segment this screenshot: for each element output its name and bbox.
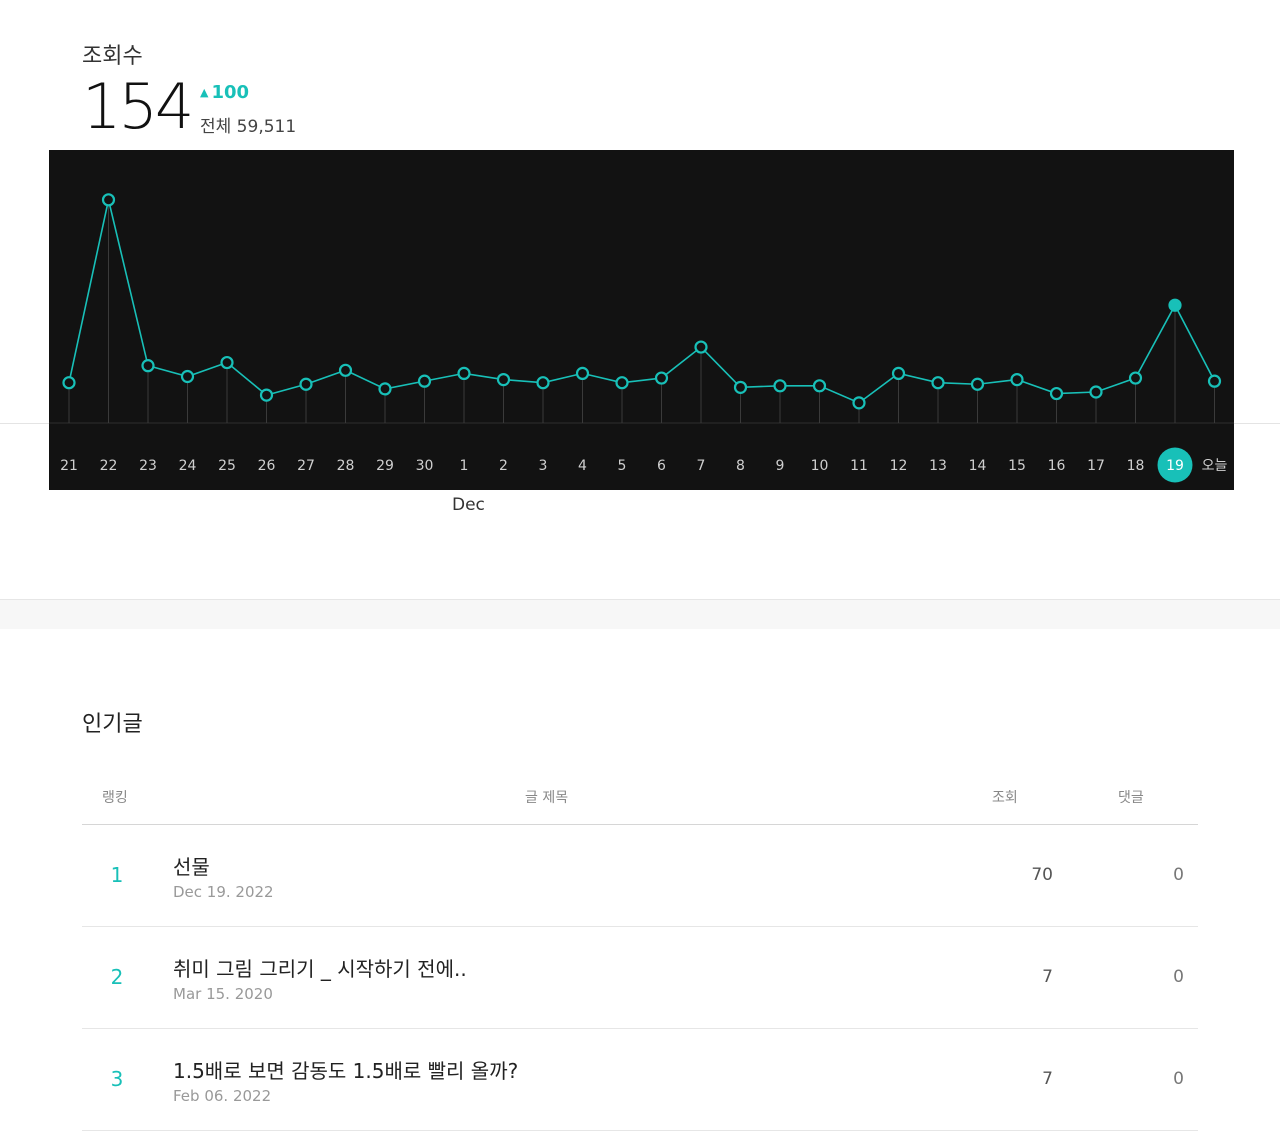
row-rank: 2: [110, 965, 124, 989]
row-rank: 3: [110, 1067, 124, 1091]
chart-tick-label: 3: [539, 458, 548, 474]
views-change: ▲ 100: [200, 82, 249, 103]
chart-tick-label: 21: [60, 458, 78, 474]
chart-tick-label: 12: [890, 458, 908, 474]
popular-posts-table: 랭킹 글 제목 조회 댓글 1 선물 Dec 19. 2022 70 0 2 취…: [82, 770, 1198, 1131]
chart-tick-label: 15: [1008, 458, 1026, 474]
row-date: Dec 19. 2022: [173, 883, 274, 901]
chart-tick-label: 30: [416, 458, 434, 474]
chart-tick-label: 25: [218, 458, 236, 474]
chart-point[interactable]: [733, 380, 748, 394]
header-comments: 댓글: [1118, 790, 1144, 806]
chart-tick-label: 26: [258, 458, 276, 474]
chart-point[interactable]: [536, 376, 550, 390]
chart-point[interactable]: [180, 369, 195, 384]
chart-tick-label: 4: [578, 458, 587, 474]
chart-point[interactable]: [931, 376, 945, 390]
views-chart: 21 22 23 24 25 26 27 28 29 30 1 2 3 4 5 6 7 8 9 10 11 12 13 14 1…: [49, 150, 1234, 490]
chart-point[interactable]: [1089, 385, 1103, 399]
row-comments: 0: [1173, 967, 1184, 987]
chart-tick-label: 27: [297, 458, 315, 474]
views-title: 조회수: [82, 44, 143, 69]
row-views: 7: [1042, 1069, 1053, 1089]
chart-tick-label: 24: [179, 458, 197, 474]
chart-tick-label: 13: [929, 458, 947, 474]
row-rank: 1: [110, 863, 124, 887]
chart-tick-label: 11: [850, 458, 868, 474]
chart-highlight-marker: [1157, 447, 1193, 483]
chart-point[interactable]: [694, 340, 708, 354]
table-row[interactable]: 2 취미 그림 그리기 _ 시작하기 전에.. Mar 15. 2020 7 0: [82, 927, 1198, 1029]
chart-point[interactable]: [220, 355, 234, 370]
header-views: 조회: [992, 790, 1018, 806]
table-header: 랭킹 글 제목 조회 댓글: [82, 770, 1198, 825]
chart-tick-label: 19: [1166, 458, 1184, 474]
chart-tick-label: 8: [736, 458, 745, 474]
chart-tick-label: 22: [100, 458, 118, 474]
chart-tick-label: 10: [811, 458, 829, 474]
chart-tick-label: 28: [337, 458, 355, 474]
chart-point[interactable]: [496, 373, 511, 387]
chart-month-label: Dec: [452, 495, 485, 515]
chart-point[interactable]: [615, 376, 629, 390]
header-title: 글 제목: [525, 790, 569, 806]
row-comments: 0: [1173, 1069, 1184, 1089]
chart-point[interactable]: [812, 379, 827, 393]
chart-tick-label: 7: [697, 458, 706, 474]
chart-point[interactable]: [101, 193, 116, 207]
table-row[interactable]: 1 선물 Dec 19. 2022 70 0: [82, 825, 1198, 927]
row-date: Feb 06. 2022: [173, 1087, 272, 1105]
chart-point[interactable]: [299, 377, 313, 391]
popular-posts-title: 인기글: [82, 712, 143, 737]
table-row[interactable]: 3 1.5배로 보면 감동도 1.5배로 빨리 올까? Feb 06. 2022…: [82, 1029, 1198, 1131]
chart-tick-label: 오늘: [1202, 458, 1228, 474]
chart-point[interactable]: [891, 366, 906, 380]
section-divider: [0, 599, 1280, 629]
chart-tick-label: 29: [376, 458, 394, 474]
views-total: 전체 59,511: [200, 117, 297, 137]
chart-tick-label: 5: [618, 458, 627, 474]
chart-point[interactable]: [1049, 386, 1064, 401]
chart-point[interactable]: [457, 366, 471, 380]
chart-tick-label: 1: [460, 458, 469, 474]
chart-point[interactable]: [141, 359, 155, 373]
chart-point[interactable]: [417, 374, 432, 388]
chart-tick-label: 16: [1048, 458, 1066, 474]
chart-point[interactable]: [62, 376, 76, 390]
chart-point[interactable]: [773, 379, 787, 393]
chart-point[interactable]: [259, 388, 274, 402]
chart-point[interactable]: [1168, 298, 1182, 312]
chart-point[interactable]: [852, 396, 866, 410]
row-title-link[interactable]: 1.5배로 보면 감동도 1.5배로 빨리 올까?: [173, 1059, 519, 1083]
row-comments: 0: [1173, 865, 1184, 885]
row-views: 7: [1042, 967, 1053, 987]
chart-point[interactable]: [654, 371, 669, 385]
chart-point[interactable]: [1207, 374, 1222, 388]
row-date: Mar 15. 2020: [173, 985, 273, 1003]
chart-tick-label: 14: [969, 458, 987, 474]
chart-point[interactable]: [575, 366, 590, 380]
chart-tick-label: 23: [139, 458, 157, 474]
chart-series-line: [68, 199, 1216, 404]
chart-point[interactable]: [338, 363, 353, 377]
views-count: 154: [82, 70, 194, 143]
up-triangle-icon: ▲: [200, 86, 209, 99]
chart-tick-label: 6: [657, 458, 666, 474]
row-title-link[interactable]: 취미 그림 그리기 _ 시작하기 전에..: [173, 957, 467, 981]
chart-point[interactable]: [378, 382, 392, 396]
header-rank: 랭킹: [102, 790, 128, 806]
chart-point[interactable]: [970, 377, 985, 391]
chart-point[interactable]: [1128, 371, 1143, 385]
views-change-value: 100: [211, 82, 250, 103]
row-views: 70: [1031, 865, 1053, 885]
chart-point[interactable]: [1010, 373, 1024, 387]
chart-tick-label: 17: [1087, 458, 1105, 474]
chart-tick-label: 9: [776, 458, 785, 474]
views-chart-svg: 21 22 23 24 25 26 27 28 29 30 1 2 3 4 5 6 7 8 9 10 11 12 13 14 1…: [49, 193, 1234, 483]
row-title-link[interactable]: 선물: [173, 855, 210, 879]
chart-tick-label: 18: [1127, 458, 1145, 474]
chart-tick-label: 2: [499, 458, 508, 474]
